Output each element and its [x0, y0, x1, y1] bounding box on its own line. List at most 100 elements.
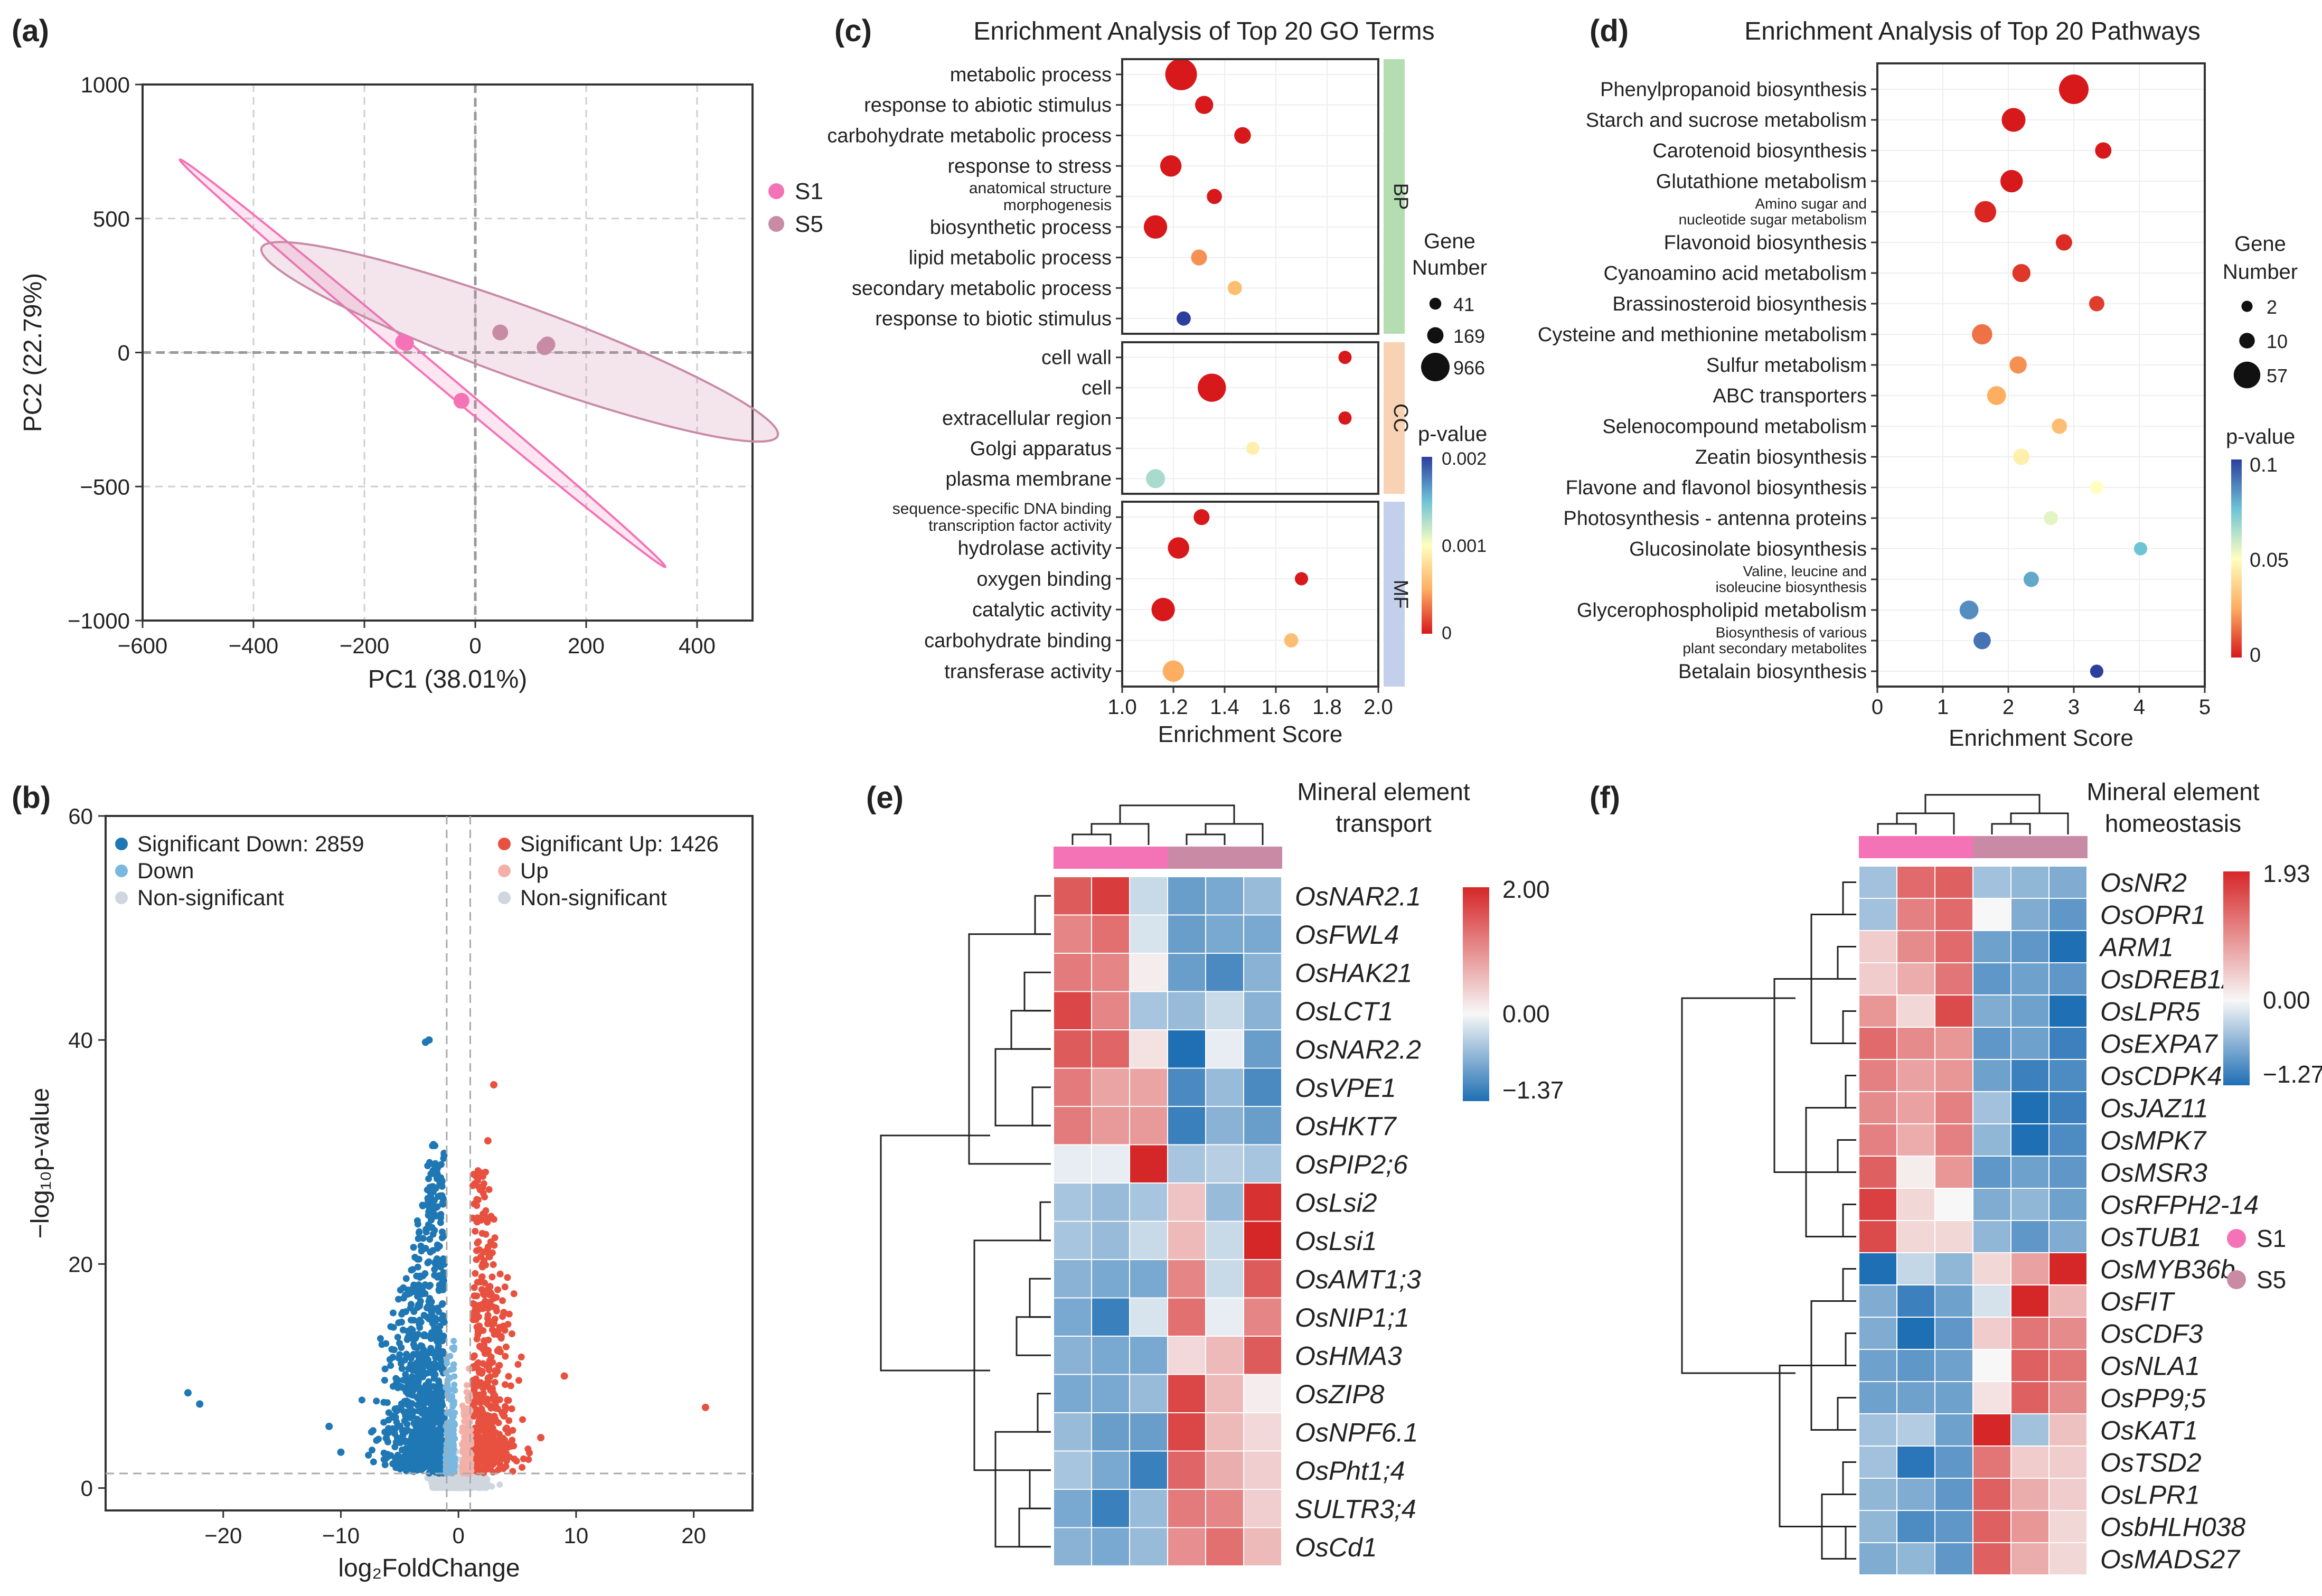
point-significant-down	[439, 1335, 446, 1342]
enrichment-dot	[1246, 442, 1259, 455]
heatmap-cell	[2048, 1445, 2088, 1479]
point-significant-up	[510, 1290, 518, 1298]
point-non-significant	[496, 1481, 503, 1488]
group-annotation-s1	[1092, 847, 1130, 869]
heatmap-cell	[2048, 1220, 2088, 1253]
heatmap-cell	[1934, 1220, 1973, 1253]
legend-label: Significant Down: 2859	[137, 831, 364, 856]
y-tick-label: 500	[93, 206, 130, 231]
pathway-label: Flavone and flavonol biosynthesis	[1566, 477, 1867, 499]
heatmap-cell	[1167, 1450, 1206, 1490]
pca-point-s5	[492, 324, 509, 341]
x-tick-label: 1.2	[1159, 696, 1188, 719]
y-tick-label: 20	[68, 1252, 93, 1276]
heatmap-cell	[1091, 1259, 1130, 1299]
heatmap-cell	[2048, 866, 2088, 899]
confidence-ellipse-s1	[178, 158, 666, 568]
heatmap-cell	[1896, 1510, 1935, 1543]
point-significant-up	[476, 1342, 483, 1350]
term-label: cell	[1082, 377, 1112, 399]
dendrogram-branch	[1845, 1075, 1856, 1109]
heatmap-cell	[1053, 1527, 1092, 1566]
heatmap-cell	[1934, 1059, 1973, 1092]
heatmap-cell	[1972, 1027, 2011, 1060]
term-label: carbohydrate metabolic process	[827, 125, 1112, 147]
x-tick-label: 0	[1872, 696, 1883, 719]
point-significant-up	[484, 1383, 492, 1391]
dendrogram-branch	[1837, 1139, 1856, 1173]
heatmap-cell	[2048, 1542, 2088, 1575]
heatmap-cell	[1205, 1106, 1244, 1146]
heatmap-cell	[1053, 1221, 1092, 1260]
heatmap-cell	[1243, 1259, 1282, 1299]
heatmap-title: Mineral element	[2086, 778, 2259, 805]
point-significant-up	[490, 1261, 497, 1268]
size-legend-marker	[1421, 353, 1450, 381]
term-label: plasma membrane	[945, 468, 1112, 490]
point-significant-up	[520, 1455, 527, 1462]
enrichment-dot	[2013, 448, 2030, 465]
heatmap-cell	[1129, 991, 1168, 1030]
point-significant-down	[438, 1301, 446, 1308]
heatmap-cell	[1972, 1059, 2011, 1092]
heatmap-cell	[2048, 1123, 2088, 1157]
enrichment-dot	[1294, 572, 1309, 586]
point-significant-down	[395, 1295, 402, 1303]
x-tick-label: 10	[564, 1523, 589, 1548]
point-significant-down	[434, 1245, 441, 1252]
heatmap-cell	[1243, 1336, 1282, 1375]
point-significant-down	[436, 1281, 443, 1289]
size-legend-label: 41	[1453, 294, 1474, 315]
point-significant-up	[484, 1375, 492, 1382]
heatmap-cell	[1972, 1317, 2011, 1350]
heatmap-cell	[2010, 1413, 2050, 1447]
pathway-label: Valine, leucine and	[1743, 563, 1867, 579]
heatmap-cells	[1053, 876, 1282, 1566]
point-significant-down	[434, 1165, 441, 1172]
enrichment-dot	[2090, 664, 2103, 678]
term-label: sequence-specific DNA binding	[892, 500, 1112, 518]
point-significant-up	[477, 1451, 484, 1458]
point-significant-up	[491, 1378, 499, 1386]
gene-label: OsLPR1	[2100, 1480, 2200, 1510]
pca-point-s5	[539, 336, 556, 353]
point-significant-down	[425, 1378, 433, 1385]
point-significant-down	[440, 1155, 447, 1162]
dendrogram-branch	[1842, 1204, 1856, 1237]
heatmap-cell	[1167, 1182, 1206, 1222]
point-down	[443, 1430, 450, 1437]
point-significant-up	[502, 1439, 510, 1447]
heatmap-cell	[1934, 1156, 1973, 1189]
enrichment-dot	[1151, 598, 1175, 622]
group-annotation-s5	[2049, 836, 2088, 858]
heatmap-cell	[2048, 1252, 2088, 1285]
point-significant-up	[501, 1327, 509, 1334]
heatmap-cell	[1129, 1259, 1168, 1299]
point-significant-up	[488, 1326, 496, 1334]
heatmap-cell	[1053, 1067, 1092, 1107]
heatmap-cell	[1129, 1221, 1168, 1260]
point-significant-down	[421, 1270, 429, 1278]
heatmap-cell	[2048, 962, 2088, 996]
point-significant-up	[515, 1377, 523, 1384]
heatmap-cell	[1934, 898, 1973, 931]
point-significant-down	[413, 1394, 421, 1401]
point-significant-down	[425, 1283, 433, 1290]
enrichment-dot	[2095, 142, 2112, 159]
point-significant-up	[469, 1354, 477, 1361]
heatmap-cell	[1053, 1412, 1092, 1452]
point-up	[464, 1443, 471, 1450]
enrichment-dot	[2133, 542, 2148, 556]
point-significant-down	[402, 1371, 409, 1378]
enrichment-dot	[1160, 155, 1182, 177]
point-significant-down	[407, 1443, 414, 1450]
heatmap-cell	[1129, 1527, 1168, 1566]
heatmap-cell	[1129, 914, 1168, 954]
heatmap-cell	[2048, 1317, 2088, 1350]
group-legend-label: S5	[2257, 1266, 2286, 1293]
facet-strip-mf	[1384, 502, 1405, 687]
point-significant-down	[402, 1275, 410, 1282]
point-significant-down	[429, 1231, 437, 1238]
y-tick-label: 40	[68, 1028, 93, 1053]
point-significant-up	[504, 1454, 512, 1461]
